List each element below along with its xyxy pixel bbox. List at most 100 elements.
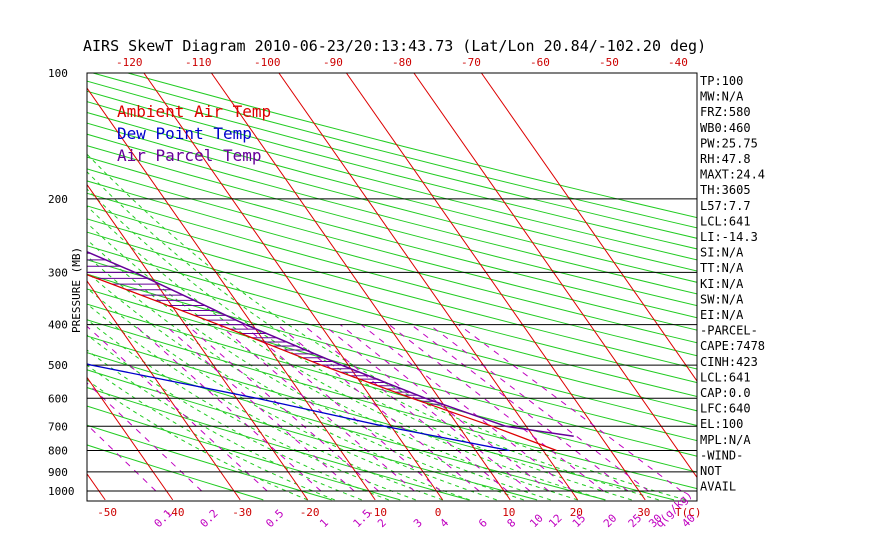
dry-adiabat [87, 259, 697, 427]
temp-tick-label-top: -80 [392, 56, 412, 69]
ambient-temp-line [87, 273, 557, 452]
moist-adiabat [87, 318, 416, 501]
stat-item: TP:100 [700, 74, 743, 88]
mixing-ratio-label: 3 [411, 516, 425, 530]
x-axis-label: T(C) [675, 506, 702, 519]
mixing-ratio-line [87, 325, 268, 492]
mixing-ratio-line [218, 324, 415, 492]
isotherm [480, 73, 697, 382]
stat-item: L57:7.7 [700, 199, 751, 213]
stat-item: EI:N/A [700, 308, 744, 322]
plot-frame [86, 72, 698, 502]
mixing-ratio-line [302, 324, 508, 492]
stat-item: MPL:N/A [700, 433, 751, 447]
dry-adiabat [87, 205, 697, 370]
mixing-ratio-label: 12 [546, 512, 565, 531]
temp-tick-label-bottom: -30 [232, 506, 252, 519]
pressure-tick-label: 800 [48, 444, 68, 457]
stat-item: TH:3605 [700, 183, 751, 197]
stat-item: RH:47.8 [700, 152, 751, 166]
isotherm [87, 280, 241, 501]
temp-tick-label-bottom: 20 [570, 506, 583, 519]
temp-tick-label-top: -40 [668, 56, 688, 69]
dry-adiabat [87, 424, 332, 501]
stat-item: -PARCEL- [700, 324, 758, 338]
isotherm [0, 73, 38, 500]
dry-adiabat [87, 231, 697, 398]
pressure-tick-label: 400 [48, 319, 68, 332]
dry-adiabat [87, 133, 697, 295]
mixing-ratio-line [87, 382, 203, 492]
dry-adiabat [87, 180, 697, 344]
isotherm [413, 73, 697, 479]
moist-adiabat [87, 303, 443, 501]
temp-tick-label-bottom: 0 [435, 506, 442, 519]
isotherm [87, 472, 106, 501]
temp-tick-label-bottom: -10 [367, 506, 387, 519]
dry-adiabat [87, 273, 697, 442]
mixing-ratio-line [388, 324, 604, 492]
moist-adiabat [87, 349, 362, 501]
legend-entry: Ambient Air Temp [117, 102, 271, 121]
stat-item: CINH:423 [700, 355, 758, 369]
isotherm [345, 73, 646, 501]
stat-item: LCL:641 [700, 214, 751, 228]
dry-adiabat [87, 111, 697, 272]
dry-adiabat [87, 444, 264, 501]
dry-adiabat [87, 369, 538, 501]
stat-item: SW:N/A [700, 292, 744, 306]
isotherm [87, 87, 376, 501]
moist-adiabat [87, 171, 659, 501]
mixing-ratio-line [133, 324, 322, 492]
dry-adiabat [87, 218, 697, 384]
temp-tick-label-top: -90 [323, 56, 343, 69]
moist-adiabat [87, 378, 308, 501]
stat-item: LFC:640 [700, 402, 751, 416]
dry-adiabat [87, 245, 697, 412]
temp-tick-label-bottom: -50 [97, 506, 117, 519]
stat-item: CAP:0.0 [700, 386, 751, 400]
temp-tick-label-top: -50 [599, 56, 619, 69]
stat-item: SI:N/A [700, 246, 744, 260]
stat-item: LCL:641 [700, 370, 751, 384]
mixing-ratio-line [87, 423, 157, 492]
mixing-ratio-line [360, 324, 573, 492]
temp-tick-label-bottom: -20 [300, 506, 320, 519]
temp-tick-label-bottom: 30 [637, 506, 650, 519]
mixing-ratio-label: 10 [527, 512, 546, 531]
moist-adiabat [87, 153, 686, 501]
stat-item: MAXT:24.4 [700, 168, 765, 182]
temp-tick-label-top: -120 [116, 56, 143, 69]
stat-item: PW:25.75 [700, 136, 758, 150]
stat-item: EL:100 [700, 417, 743, 431]
stat-item: CAPE:7478 [700, 339, 765, 353]
moist-adiabat [87, 222, 578, 501]
mixing-ratio-line [323, 324, 531, 492]
stat-item: WB0:460 [700, 121, 751, 135]
dry-adiabat [87, 122, 697, 283]
dry-adiabat [87, 101, 697, 261]
moist-adiabat [87, 334, 389, 501]
stat-item: LI:-14.3 [700, 230, 758, 244]
stat-item: NOT [700, 464, 722, 478]
pressure-tick-label: 600 [48, 392, 68, 405]
mixing-ratio-line [429, 324, 649, 492]
dewpoint-line [87, 363, 510, 452]
isotherm [87, 183, 309, 501]
moist-adiabat [87, 364, 335, 501]
mixing-ratio-label: 0.5 [263, 507, 286, 530]
moist-adiabat [87, 239, 551, 501]
mixing-ratio-label: 6 [476, 516, 490, 530]
temp-tick-label-top: -60 [530, 56, 550, 69]
temp-tick-label-top: -110 [185, 56, 212, 69]
isotherm [210, 73, 511, 501]
mixing-ratio-label: 20 [601, 512, 620, 531]
legend-entry: Dew Point Temp [117, 124, 252, 143]
stat-item: TT:N/A [700, 261, 744, 275]
pressure-tick-label: 900 [48, 466, 68, 479]
pressure-tick-label: 200 [48, 193, 68, 206]
dry-adiabat [87, 335, 675, 501]
moist-adiabat [87, 287, 470, 501]
stat-item: AVAIL [700, 480, 736, 494]
